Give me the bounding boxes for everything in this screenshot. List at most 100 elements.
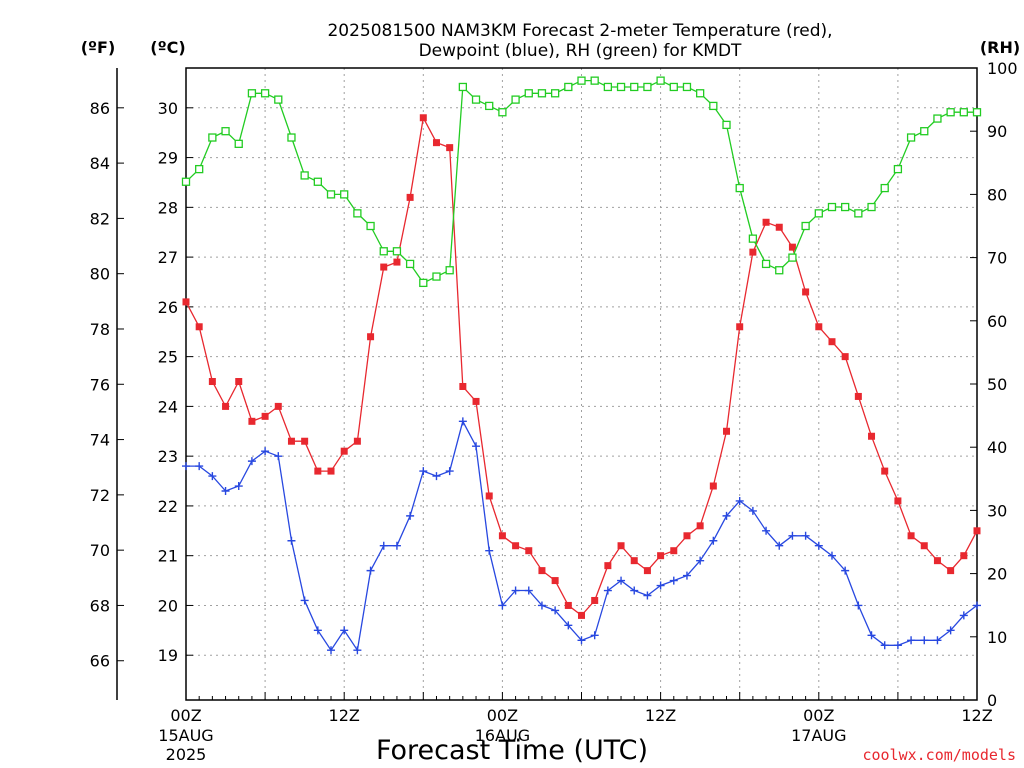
point-rh xyxy=(854,209,863,218)
point-rh xyxy=(419,278,428,288)
point-temperature xyxy=(815,323,823,331)
point-temperature xyxy=(353,437,361,445)
point-dewpoint xyxy=(287,536,296,545)
point-dewpoint xyxy=(379,541,388,550)
point-dewpoint xyxy=(234,482,243,491)
point-temperature xyxy=(736,323,744,331)
point-dewpoint xyxy=(432,472,441,481)
x-tick-date-label: 2025 xyxy=(166,745,207,764)
point-dewpoint xyxy=(340,626,349,635)
celsius-tick-label: 24 xyxy=(158,397,178,416)
point-rh xyxy=(550,89,560,98)
point-temperature xyxy=(723,427,731,435)
celsius-tick-label: 29 xyxy=(158,149,178,168)
celsius-tick-label: 30 xyxy=(158,99,178,118)
point-rh xyxy=(669,82,678,92)
rh-tick-label: 60 xyxy=(987,312,1007,331)
point-temperature xyxy=(367,333,375,341)
point-dewpoint xyxy=(498,601,507,610)
point-rh xyxy=(208,133,217,142)
rh-tick-label: 70 xyxy=(987,249,1007,268)
point-temperature xyxy=(327,467,335,475)
rh-tick-label: 80 xyxy=(987,185,1007,204)
point-dewpoint xyxy=(300,596,309,605)
series-temperature xyxy=(182,114,981,619)
x-tick-label: 00Z xyxy=(170,706,201,725)
rh-tick-label: 40 xyxy=(987,438,1007,457)
celsius-tick-label: 21 xyxy=(158,547,178,566)
point-dewpoint xyxy=(274,452,283,461)
point-temperature xyxy=(788,243,796,251)
point-temperature xyxy=(670,547,678,555)
celsius-tick-label: 22 xyxy=(158,497,178,516)
point-temperature xyxy=(512,542,520,550)
point-dewpoint xyxy=(366,566,375,575)
point-rh xyxy=(788,253,797,262)
rh-tick-label: 10 xyxy=(987,628,1007,647)
point-rh xyxy=(682,82,692,92)
point-dewpoint xyxy=(458,417,467,426)
point-rh xyxy=(405,259,415,269)
point-dewpoint xyxy=(617,576,626,585)
celsius-tick-label: 23 xyxy=(158,447,178,466)
point-dewpoint xyxy=(827,551,836,560)
point-temperature xyxy=(406,193,414,201)
x-axis-title: Forecast Time (UTC) xyxy=(376,735,648,766)
point-dewpoint xyxy=(946,626,955,635)
celsius-tick-label: 28 xyxy=(158,198,178,217)
point-temperature xyxy=(564,601,572,609)
rh-tick-label: 100 xyxy=(987,59,1018,78)
point-dewpoint xyxy=(630,586,639,595)
point-dewpoint xyxy=(392,541,401,550)
point-dewpoint xyxy=(511,586,520,595)
series-line-temperature xyxy=(185,115,978,617)
x-tick-date-label: 15AUG xyxy=(158,726,213,745)
point-dewpoint xyxy=(669,576,678,585)
chart-title-line2: Dewpoint (blue), RH (green) for KMDT xyxy=(419,41,742,61)
point-temperature xyxy=(802,288,810,296)
point-temperature xyxy=(446,144,454,152)
point-temperature xyxy=(551,577,559,585)
point-rh xyxy=(656,76,665,85)
point-rh xyxy=(260,89,270,98)
series-rh xyxy=(181,76,982,288)
point-rh xyxy=(801,221,810,231)
chart-series xyxy=(181,76,982,655)
point-temperature xyxy=(432,139,440,147)
point-dewpoint xyxy=(419,467,428,476)
celsius-tick-label: 19 xyxy=(158,646,178,665)
point-dewpoint xyxy=(696,556,705,565)
point-temperature xyxy=(683,532,691,540)
point-rh xyxy=(735,183,744,193)
point-rh xyxy=(537,89,547,98)
point-dewpoint xyxy=(801,531,810,540)
point-temperature xyxy=(920,542,928,550)
point-rh xyxy=(880,183,889,193)
point-rh xyxy=(274,95,283,104)
point-rh xyxy=(195,164,204,174)
point-dewpoint xyxy=(208,472,217,481)
x-tick-date-label: 16AUG xyxy=(475,726,530,745)
point-temperature xyxy=(287,437,295,445)
point-rh xyxy=(867,202,876,212)
point-temperature xyxy=(393,258,401,266)
point-rh xyxy=(445,266,454,275)
point-rh xyxy=(300,171,309,180)
point-temperature xyxy=(960,552,968,560)
fahrenheit-tick-label: 84 xyxy=(90,154,110,173)
point-rh xyxy=(643,82,652,92)
point-rh xyxy=(340,190,349,199)
point-rh xyxy=(920,127,929,136)
point-temperature xyxy=(578,611,585,619)
point-dewpoint xyxy=(748,506,757,515)
point-rh xyxy=(181,177,191,186)
point-dewpoint xyxy=(564,621,573,630)
point-temperature xyxy=(630,557,638,565)
point-temperature xyxy=(274,402,282,410)
point-rh xyxy=(933,114,942,123)
point-rh xyxy=(221,127,230,136)
fahrenheit-tick-label: 70 xyxy=(90,541,110,560)
point-dewpoint xyxy=(603,586,612,595)
x-tick-label: 12Z xyxy=(329,706,360,725)
point-dewpoint xyxy=(788,531,797,540)
